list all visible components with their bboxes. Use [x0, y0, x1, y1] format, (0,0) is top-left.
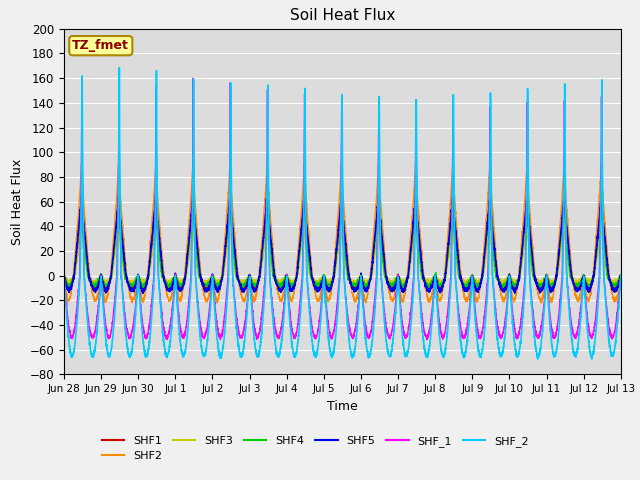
- SHF_1: [617, 273, 625, 278]
- SHF2: [616, 277, 624, 283]
- SHF3: [300, 222, 308, 228]
- SHF1: [314, 288, 322, 294]
- SHF5: [436, 288, 444, 294]
- SHF4: [363, 286, 371, 291]
- SHF_2: [617, 272, 625, 277]
- Line: SHF_2: SHF_2: [64, 68, 621, 359]
- SHF2: [160, 273, 168, 279]
- SHF_1: [160, 328, 168, 334]
- Line: SHF4: SHF4: [64, 206, 621, 288]
- SHF1: [160, 276, 168, 282]
- Line: SHF5: SHF5: [64, 193, 621, 293]
- SHF2: [467, 280, 475, 286]
- SHF5: [617, 274, 625, 280]
- SHF1: [499, 288, 507, 293]
- SHF2: [60, 273, 68, 278]
- SHF5: [161, 278, 168, 284]
- SHF3: [616, 275, 624, 280]
- SHF_1: [499, 330, 507, 336]
- SHF3: [160, 274, 168, 280]
- Legend: SHF1, SHF2, SHF3, SHF4, SHF5, SHF_1, SHF_2: SHF1, SHF2, SHF3, SHF4, SHF5, SHF_1, SHF…: [97, 431, 533, 466]
- SHF1: [322, 279, 330, 285]
- SHF5: [140, 290, 147, 296]
- SHF4: [468, 274, 476, 280]
- SHF1: [436, 284, 444, 290]
- SHF4: [617, 273, 625, 279]
- SHF_1: [216, 336, 224, 342]
- SHF3: [388, 282, 396, 288]
- Line: SHF2: SHF2: [64, 163, 621, 303]
- SHF5: [322, 282, 330, 288]
- SHF4: [322, 278, 330, 284]
- Text: TZ_fmet: TZ_fmet: [72, 39, 129, 52]
- SHF2: [300, 160, 308, 166]
- Y-axis label: Soil Heat Flux: Soil Heat Flux: [11, 158, 24, 245]
- SHF4: [616, 275, 624, 280]
- SHF3: [499, 279, 507, 285]
- SHF1: [616, 274, 624, 279]
- Line: SHF3: SHF3: [64, 225, 621, 285]
- SHF_2: [436, 341, 444, 347]
- Title: Soil Heat Flux: Soil Heat Flux: [290, 9, 395, 24]
- SHF3: [436, 280, 444, 286]
- SHF_1: [468, 284, 476, 290]
- SHF2: [617, 274, 625, 279]
- SHF2: [538, 300, 545, 306]
- Line: SHF_1: SHF_1: [64, 78, 621, 339]
- SHF4: [160, 276, 168, 282]
- SHF_1: [189, 75, 197, 81]
- SHF_2: [534, 356, 541, 362]
- X-axis label: Time: Time: [327, 400, 358, 413]
- SHF5: [499, 289, 507, 295]
- SHF1: [60, 272, 68, 278]
- SHF_2: [499, 349, 507, 355]
- SHF4: [436, 283, 444, 289]
- SHF2: [499, 295, 507, 301]
- SHF_1: [616, 278, 624, 284]
- SHF_1: [436, 329, 444, 335]
- SHF1: [337, 191, 345, 197]
- SHF3: [60, 271, 68, 277]
- SHF5: [60, 273, 68, 278]
- SHF2: [436, 296, 444, 302]
- SHF_2: [616, 281, 624, 287]
- SHF3: [322, 275, 330, 281]
- SHF4: [499, 282, 507, 288]
- SHF3: [468, 274, 476, 280]
- Line: SHF1: SHF1: [64, 194, 621, 291]
- SHF4: [60, 272, 68, 277]
- SHF_1: [322, 297, 330, 303]
- SHF1: [468, 276, 476, 282]
- SHF4: [374, 204, 382, 209]
- SHF_2: [322, 301, 330, 307]
- SHF3: [617, 274, 625, 280]
- SHF_2: [60, 273, 68, 278]
- SHF5: [616, 273, 624, 279]
- SHF5: [300, 190, 308, 196]
- SHF_1: [60, 272, 68, 278]
- SHF5: [468, 276, 476, 282]
- SHF_2: [467, 288, 475, 294]
- SHF1: [617, 273, 625, 279]
- SHF_2: [161, 341, 168, 347]
- SHF_2: [115, 65, 123, 71]
- SHF2: [322, 285, 330, 290]
